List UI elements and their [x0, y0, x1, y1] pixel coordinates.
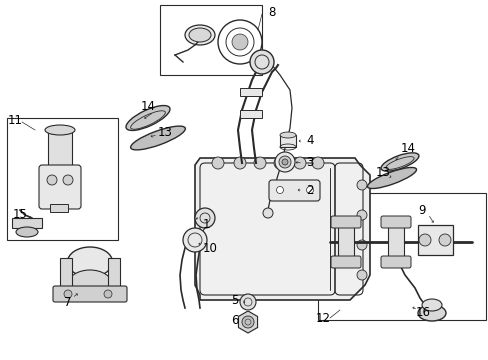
Bar	[60, 258, 72, 293]
Polygon shape	[238, 311, 257, 333]
FancyBboxPatch shape	[380, 256, 410, 268]
Circle shape	[293, 157, 305, 169]
Bar	[280, 135, 295, 147]
FancyBboxPatch shape	[39, 165, 81, 209]
Ellipse shape	[421, 299, 441, 311]
Circle shape	[356, 180, 366, 190]
Circle shape	[306, 186, 313, 194]
Circle shape	[242, 316, 253, 328]
Circle shape	[212, 157, 224, 169]
Text: 14: 14	[140, 99, 155, 112]
Bar	[240, 88, 262, 96]
FancyBboxPatch shape	[53, 286, 127, 302]
Text: 3: 3	[305, 157, 313, 170]
Circle shape	[249, 50, 273, 74]
Circle shape	[438, 234, 450, 246]
Bar	[417, 225, 452, 255]
Circle shape	[279, 156, 290, 168]
Circle shape	[263, 208, 272, 218]
Circle shape	[356, 240, 366, 250]
Bar	[12, 218, 42, 228]
Circle shape	[253, 157, 265, 169]
Text: 11: 11	[7, 113, 22, 126]
Text: 15: 15	[13, 207, 27, 220]
Text: 6: 6	[231, 314, 238, 327]
Circle shape	[231, 34, 247, 50]
Text: 5: 5	[231, 293, 238, 306]
Bar	[108, 258, 120, 293]
Text: 16: 16	[415, 306, 429, 319]
Bar	[160, 5, 262, 75]
Ellipse shape	[130, 126, 185, 150]
Circle shape	[63, 175, 73, 185]
Ellipse shape	[67, 247, 112, 277]
Text: 13: 13	[375, 166, 389, 179]
Text: 10: 10	[202, 242, 217, 255]
Circle shape	[273, 157, 285, 169]
Text: 14: 14	[400, 141, 415, 154]
Bar	[240, 110, 262, 118]
Circle shape	[418, 234, 430, 246]
Text: 8: 8	[268, 5, 275, 18]
Polygon shape	[195, 158, 369, 300]
Bar	[317, 193, 485, 320]
FancyBboxPatch shape	[330, 216, 360, 228]
Ellipse shape	[417, 305, 445, 321]
Ellipse shape	[380, 153, 418, 171]
Ellipse shape	[189, 28, 210, 42]
Circle shape	[274, 152, 294, 172]
Ellipse shape	[184, 25, 215, 45]
Circle shape	[104, 290, 112, 298]
FancyBboxPatch shape	[380, 216, 410, 228]
Circle shape	[195, 208, 215, 228]
Circle shape	[47, 175, 57, 185]
Text: 9: 9	[417, 203, 425, 216]
FancyBboxPatch shape	[268, 180, 319, 201]
Text: 7: 7	[64, 296, 72, 309]
Text: 12: 12	[315, 311, 330, 324]
Ellipse shape	[126, 105, 170, 130]
Bar	[50, 204, 68, 212]
Bar	[387, 222, 403, 264]
Ellipse shape	[16, 227, 38, 237]
Circle shape	[356, 270, 366, 280]
Text: 4: 4	[305, 134, 313, 147]
Circle shape	[276, 186, 283, 194]
Circle shape	[311, 157, 324, 169]
Circle shape	[234, 157, 245, 169]
Bar	[337, 222, 353, 264]
Circle shape	[240, 294, 256, 310]
Text: 1: 1	[202, 217, 209, 230]
Bar	[48, 130, 72, 170]
Ellipse shape	[67, 270, 112, 300]
Text: 13: 13	[157, 126, 172, 139]
Text: 2: 2	[305, 184, 313, 197]
Ellipse shape	[366, 167, 416, 189]
Circle shape	[64, 290, 72, 298]
Ellipse shape	[45, 125, 75, 135]
Circle shape	[356, 210, 366, 220]
Bar	[7, 118, 118, 240]
Circle shape	[183, 228, 206, 252]
FancyBboxPatch shape	[330, 256, 360, 268]
Circle shape	[282, 159, 287, 165]
Ellipse shape	[280, 132, 295, 138]
